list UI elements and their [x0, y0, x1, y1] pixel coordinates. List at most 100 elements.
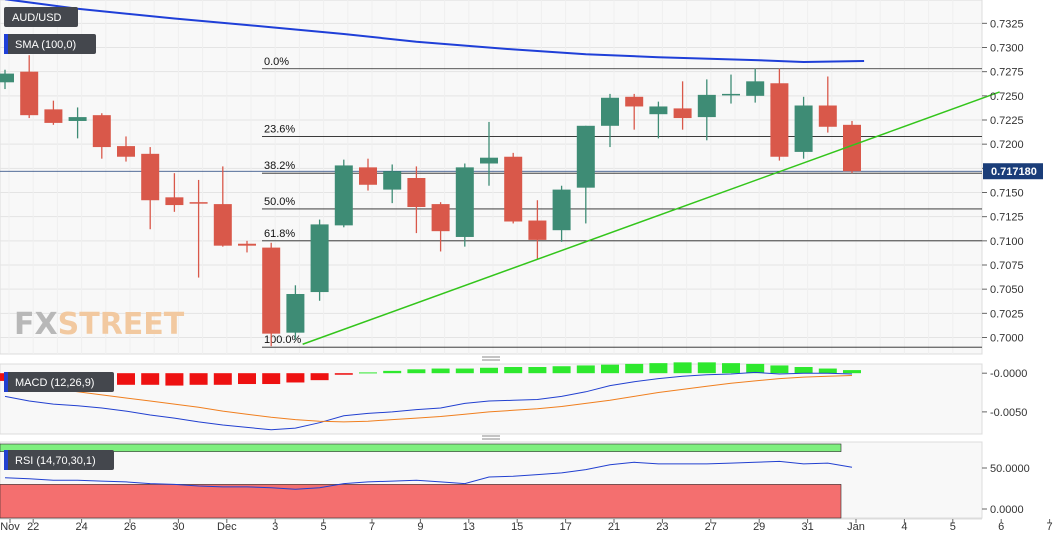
candle-body — [213, 204, 232, 246]
current-price-tag: 0.717180 — [983, 163, 1043, 180]
candle — [528, 200, 547, 260]
time-tick-label: 5 — [321, 521, 327, 533]
rsi-overbought-zone — [0, 443, 842, 452]
time-tick-label: 4 — [901, 521, 907, 533]
macd-histogram-bar — [310, 373, 329, 381]
time-tick-label: 22 — [27, 521, 39, 533]
price-tick-label: 0.7300 — [990, 43, 1024, 55]
candle — [44, 100, 63, 125]
price-tick-label: 0.7225 — [990, 115, 1024, 127]
sma-line — [4, 0, 865, 64]
candle — [117, 136, 135, 162]
macd-histogram-bar — [359, 372, 377, 374]
price-gridlines — [0, 22, 982, 338]
current-price-value: 0.717180 — [991, 166, 1037, 178]
candle-body — [431, 204, 450, 232]
macd-histogram-bar — [189, 373, 208, 385]
pane-resize-handle[interactable] — [482, 356, 500, 361]
macd-histogram-bar — [625, 363, 644, 374]
candle — [238, 240, 256, 253]
time-tick-label: 21 — [608, 521, 620, 533]
fxstreet-logo: FXSTREET — [14, 307, 185, 342]
price-tick-label: 0.7050 — [990, 284, 1024, 296]
candle-body — [818, 105, 837, 127]
time-tick-label: 9 — [417, 521, 423, 533]
macd-histogram-bar — [117, 373, 135, 385]
fib-level-label: 0.0% — [264, 56, 289, 68]
time-tick-label: 26 — [124, 521, 136, 533]
macd-histogram-bar — [552, 366, 571, 374]
macd-histogram-bar — [504, 367, 523, 374]
candle — [0, 69, 14, 90]
macd-histogram-bar — [770, 365, 789, 374]
candle — [480, 121, 498, 186]
macd-histogram-bar — [213, 373, 232, 385]
price-tick-label: 0.7150 — [990, 188, 1024, 200]
candle-body — [117, 146, 135, 157]
candle — [189, 179, 208, 278]
macd-histogram-bar — [576, 365, 595, 374]
symbol-label[interactable]: AUD/USD — [4, 7, 78, 27]
candle — [262, 242, 281, 347]
candle-body — [0, 73, 14, 83]
candle — [165, 173, 184, 212]
candle — [504, 152, 523, 224]
candle-body — [722, 93, 740, 96]
macd-histogram-bar — [746, 363, 765, 374]
sma-indicator-text: SMA (100,0) — [15, 39, 76, 51]
macd-histogram-bar — [431, 368, 450, 374]
time-tick-label: 7 — [369, 521, 375, 533]
pane-resize-handle[interactable] — [482, 435, 500, 440]
time-tick-label: 7 — [1047, 521, 1053, 533]
time-axis: Nov 22 24 26 30 Dec 3 5 7 9 13 15 17 21 23 27 29 31 Jan 4 5 6… — [0, 519, 1053, 533]
candle — [68, 107, 87, 139]
time-tick-label: Nov — [0, 521, 20, 533]
macd-line — [4, 371, 853, 431]
candle-body — [528, 220, 547, 240]
macd-histogram-bar — [262, 373, 281, 385]
sma-indicator-label[interactable]: SMA (100,0) — [4, 34, 96, 54]
macd-histogram-bar — [334, 373, 353, 375]
candle-body — [625, 96, 644, 107]
price-tick-label: 0.7275 — [990, 67, 1024, 79]
macd-signal-line — [4, 375, 853, 423]
candle-body — [359, 167, 377, 185]
fibonacci-levels: 0.0% 23.6% 38.2% 50.0% 61.8% 100.0% — [0, 56, 982, 348]
price-tick-label: 0.7325 — [990, 18, 1024, 30]
rsi-indicator-text: RSI (14,70,30,1) — [15, 455, 96, 467]
candle-body — [843, 124, 861, 172]
candle — [722, 74, 740, 104]
candle — [697, 79, 716, 141]
macd-histogram-bar — [673, 362, 692, 374]
time-tick-label: 24 — [75, 521, 87, 533]
rsi-tick-label: 50.0000 — [990, 463, 1030, 475]
candle — [601, 93, 619, 148]
candle — [649, 101, 668, 139]
macd-indicator-text: MACD (12,26,9) — [15, 377, 94, 389]
time-tick-label: Jan — [847, 521, 865, 533]
candle — [286, 285, 305, 340]
symbol-text: AUD/USD — [12, 12, 62, 24]
macd-histogram-bar — [528, 367, 547, 374]
candle — [746, 68, 765, 103]
rsi-axis: 50.0000 0.0000 — [982, 463, 1030, 516]
candle-body — [165, 197, 184, 206]
candle — [576, 125, 595, 224]
time-tick-label: 15 — [511, 521, 523, 533]
candle-body — [238, 243, 256, 246]
macd-pane — [0, 363, 983, 435]
macd-histogram-bar — [383, 370, 402, 374]
macd-histogram-bar — [843, 370, 861, 374]
candle — [213, 166, 232, 247]
candle — [673, 81, 692, 130]
macd-histogram-bar — [601, 364, 619, 374]
time-tick-label: 13 — [463, 521, 475, 533]
price-tick-label: 0.7250 — [990, 91, 1024, 103]
time-tick-label: 27 — [705, 521, 717, 533]
candle — [625, 93, 644, 130]
macd-indicator-label[interactable]: MACD (12,26,9) — [4, 372, 114, 392]
rsi-indicator-label[interactable]: RSI (14,70,30,1) — [4, 450, 114, 470]
candle-body — [310, 224, 329, 293]
candle — [431, 202, 450, 252]
candle — [770, 68, 789, 161]
